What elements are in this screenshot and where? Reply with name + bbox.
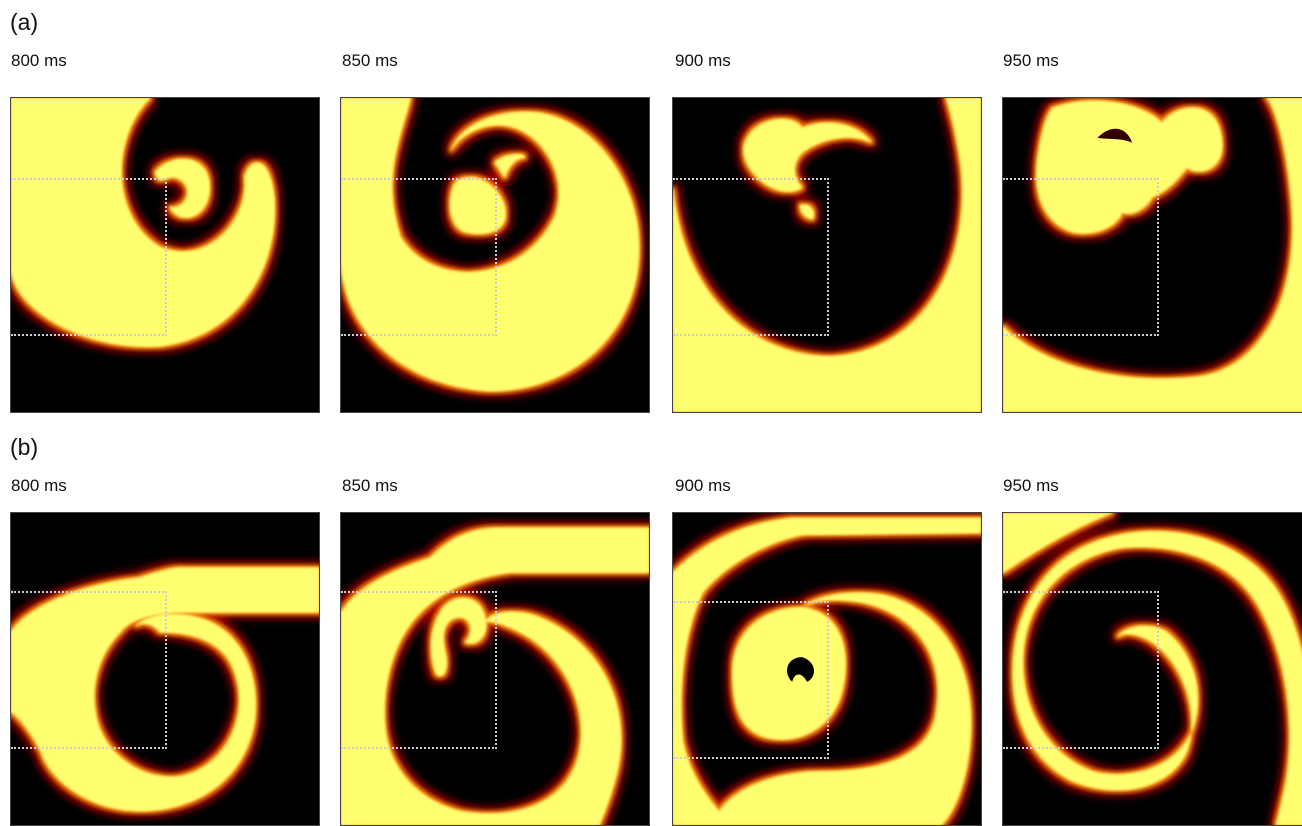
spiral-panel-a-950ms	[1002, 97, 1302, 413]
time-label-b1: 800 ms	[11, 476, 67, 495]
spiral-panel-a-800ms	[10, 97, 320, 413]
spiral-panel-b-900ms	[672, 512, 982, 826]
time-label-b3: 900 ms	[675, 476, 731, 495]
row-label-b: (b)	[10, 434, 39, 460]
spiral-wave-image	[341, 527, 649, 825]
spiral-panel-a-850ms	[340, 97, 650, 413]
spiral-wave-image	[673, 98, 981, 412]
spiral-panel-b-800ms	[10, 512, 320, 826]
time-label-b4: 950 ms	[1003, 476, 1059, 495]
spiral-panel-b-850ms	[340, 512, 650, 826]
time-label-a3: 900 ms	[675, 51, 731, 70]
time-label-b2: 850 ms	[342, 476, 398, 495]
spiral-panel-a-900ms	[672, 97, 982, 413]
time-label-a4: 950 ms	[1003, 51, 1059, 70]
spiral-panel-b-950ms	[1002, 512, 1302, 826]
spiral-wave-image	[341, 98, 640, 392]
spiral-wave-image	[1003, 98, 1302, 412]
spiral-wave-image	[673, 517, 981, 825]
time-label-a1: 800 ms	[11, 51, 67, 70]
spiral-wave-image	[11, 98, 275, 347]
spiral-wave-image	[1003, 513, 1302, 825]
time-label-a2: 850 ms	[342, 51, 398, 70]
spiral-wave-image	[11, 567, 319, 812]
row-label-a: (a)	[10, 9, 39, 35]
